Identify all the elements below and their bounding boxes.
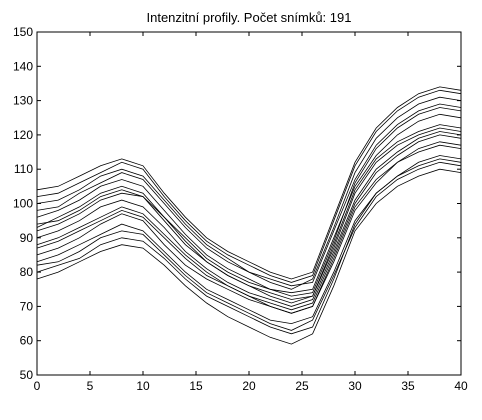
profile-line-8 bbox=[36, 168, 462, 345]
profile-line-11 bbox=[36, 103, 462, 287]
y-tick-label-10: 150 bbox=[13, 25, 33, 39]
x-tick-label-5: 25 bbox=[295, 379, 309, 393]
profile-line-10 bbox=[36, 131, 462, 307]
profile-line-16 bbox=[36, 161, 462, 331]
y-tick-label-0: 50 bbox=[20, 368, 34, 382]
plot-area bbox=[36, 31, 462, 376]
axis-ticks: 0 5 10 15 20 25 30 35 40 50 60 70 80 90 100 110 120 130 14… bbox=[13, 25, 468, 393]
y-tick-label-7: 120 bbox=[13, 128, 33, 142]
x-tick-label-2: 10 bbox=[136, 379, 150, 393]
profile-line-9 bbox=[36, 127, 462, 300]
y-tick-label-4: 90 bbox=[20, 231, 34, 245]
y-tick-label-3: 80 bbox=[20, 265, 34, 279]
profile-line-7 bbox=[36, 86, 462, 280]
y-tick-label-5: 100 bbox=[13, 197, 33, 211]
y-tick-label-1: 60 bbox=[20, 334, 34, 348]
chart-title: Intenzitní profily. Počet snímků: 191 bbox=[147, 10, 352, 25]
profile-line-2 bbox=[36, 141, 462, 314]
x-tick-label-1: 5 bbox=[87, 379, 94, 393]
x-tick-label-8: 40 bbox=[454, 379, 468, 393]
y-tick-label-8: 130 bbox=[13, 94, 33, 108]
profile-line-5 bbox=[36, 107, 462, 297]
x-tick-label-7: 35 bbox=[401, 379, 415, 393]
profile-line-14 bbox=[36, 144, 462, 314]
y-tick-label-6: 110 bbox=[14, 162, 33, 176]
x-tick-label-0: 0 bbox=[34, 379, 41, 393]
x-tick-label-3: 15 bbox=[189, 379, 203, 393]
x-tick-label-4: 20 bbox=[242, 379, 256, 393]
series-layer bbox=[36, 86, 462, 345]
profile-line-12 bbox=[36, 158, 462, 325]
profile-line-15 bbox=[36, 113, 462, 294]
y-tick-label-2: 70 bbox=[20, 299, 34, 313]
x-tick-label-6: 30 bbox=[348, 379, 362, 393]
profile-line-13 bbox=[36, 89, 462, 283]
y-tick-label-9: 140 bbox=[13, 59, 33, 73]
